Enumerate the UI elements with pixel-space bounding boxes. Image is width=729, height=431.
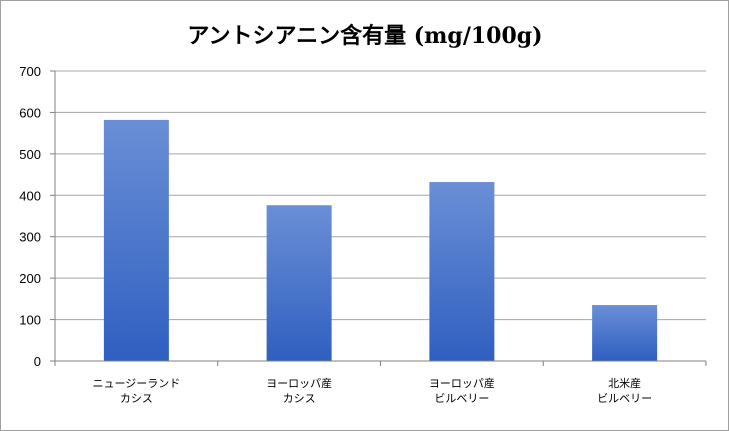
x-tick-label: ビルベリー [434, 392, 489, 405]
x-tick-label: ニュージーランド [92, 377, 180, 390]
x-tick-label: 北米産 [608, 377, 641, 390]
chart-title: アントシアニン含有量 (mg/100g) [187, 23, 542, 49]
bar [266, 205, 332, 361]
y-tick-label: 500 [19, 147, 41, 162]
bar [592, 305, 658, 361]
x-tick-label: ヨーロッパ産 [429, 377, 495, 390]
x-tick-label: カシス [283, 392, 316, 405]
y-tick-label: 0 [34, 354, 41, 369]
y-tick-label: 400 [19, 188, 41, 203]
y-tick-label: 200 [19, 271, 41, 286]
x-tick-label: ビルベリー [597, 392, 652, 405]
y-tick-label: 600 [19, 105, 41, 120]
x-tick-label: ヨーロッパ産 [266, 377, 332, 390]
x-tick-label: カシス [120, 392, 153, 405]
bar [429, 182, 495, 361]
bar [103, 119, 169, 361]
y-tick-label: 700 [19, 64, 41, 79]
y-axis: 0 100 200 300 400 500 600 700 [19, 64, 56, 369]
y-tick-label: 100 [19, 313, 41, 328]
y-tick-label: 300 [19, 230, 41, 245]
bars [103, 119, 658, 361]
